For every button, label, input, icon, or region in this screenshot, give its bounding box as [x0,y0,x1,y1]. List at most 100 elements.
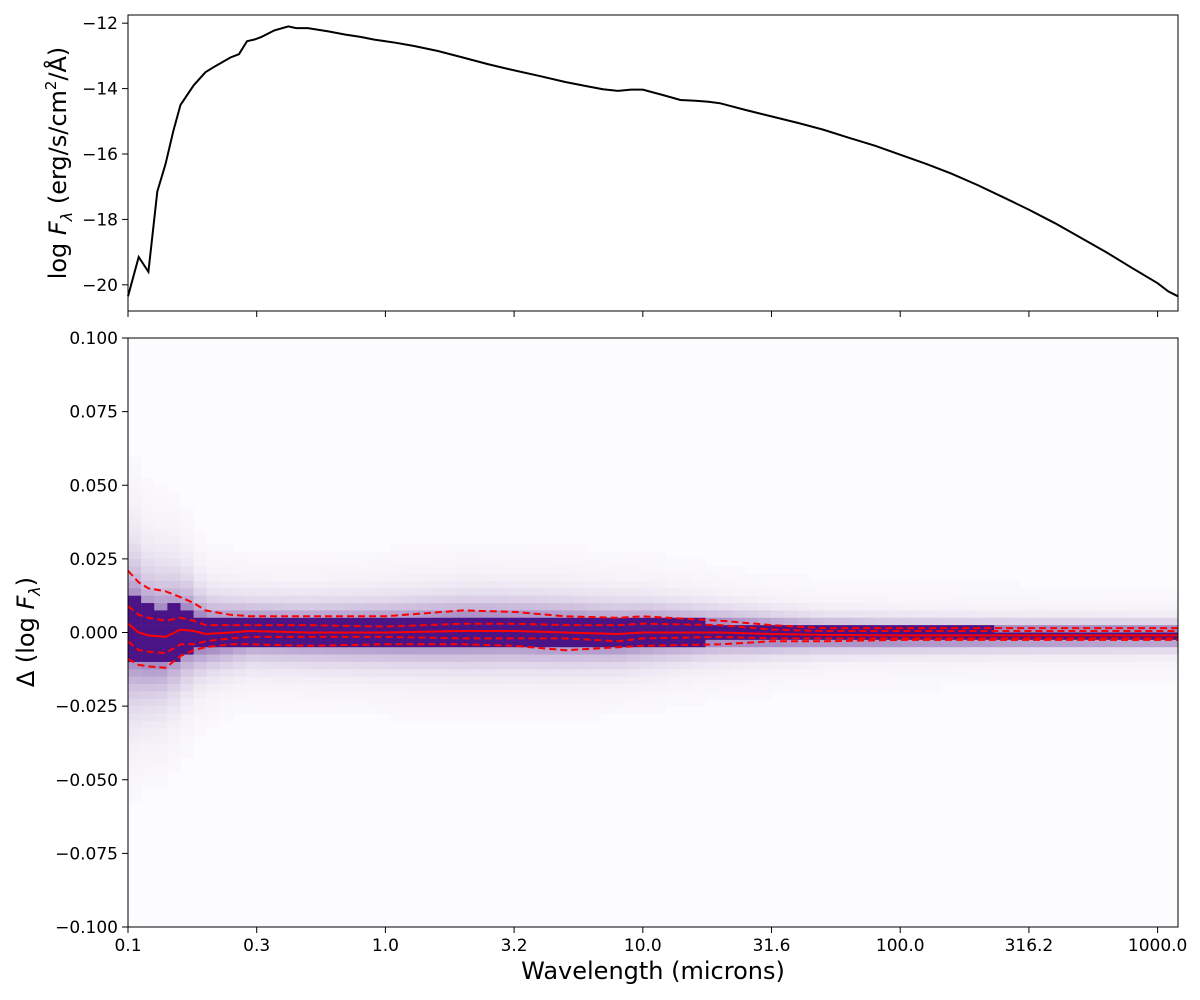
heatmap-cell [311,625,326,633]
heatmap-cell [994,661,1008,670]
heatmap-cell [797,647,811,655]
heatmap-cell [941,580,956,589]
heatmap-cell [351,654,365,663]
heatmap-cell [613,661,628,670]
heatmap-cell [429,654,444,663]
heatmap-cell [324,551,339,560]
heatmap-cell [600,639,614,648]
heatmap-cell [390,676,404,685]
heatmap-cell [167,684,181,692]
heatmap-cell [613,573,628,582]
heatmap-cell [1099,588,1113,596]
heatmap-cell [954,588,969,596]
heatmap-cell [246,625,260,633]
heatmap-cell [324,676,339,685]
heatmap-cell [495,625,509,633]
heatmap-cell [508,698,523,707]
heatmap-cell [889,669,903,677]
heatmap-cell [482,573,496,582]
heatmap-cell [705,625,719,633]
heatmap-cell [141,750,155,758]
heatmap-cell [521,632,536,641]
heatmap-cell [128,507,142,515]
heatmap-cell [863,669,877,677]
heatmap-cell [1151,603,1166,611]
heatmap-cell [338,669,352,677]
heatmap-cell [679,566,693,574]
heatmap-cell [219,544,234,552]
heatmap-cell [443,603,457,611]
heatmap-cell [246,632,260,641]
heatmap-cell [1007,603,1021,611]
heatmap-cell [167,551,181,560]
heatmap-cell [429,698,444,707]
heatmap-cell [600,698,614,707]
heatmap-cell [141,544,155,552]
heatmap-cell [219,566,234,574]
heatmap-cell [298,698,313,707]
heatmap-cell [1007,661,1021,670]
heatmap-cell [981,595,995,604]
heatmap-cell [443,632,457,641]
heatmap-cell [1086,676,1100,685]
heatmap-cell [626,669,641,677]
heatmap-cell [600,661,614,670]
heatmap-cell [167,617,181,626]
heatmap-cell [272,551,286,560]
heatmap-cell [613,558,628,567]
heatmap-cell [1046,661,1061,670]
heatmap-cell [836,684,851,692]
heatmap-cell [259,573,273,582]
heatmap-cell [758,654,772,663]
heatmap-cell [311,595,326,604]
heatmap-cell [141,529,155,538]
heatmap-cell [324,625,339,633]
heatmap-cell [1046,639,1061,648]
heatmap-cell [626,610,641,619]
heatmap-cell [823,661,838,670]
heatmap-cell [154,772,168,781]
heatmap-cell [167,566,181,574]
heatmap-cell [771,684,785,692]
heatmap-cell [206,580,221,589]
heatmap-cell [784,610,798,619]
heatmap-cell [705,610,719,619]
heatmap-cell [771,661,785,670]
residual-x-tick-label: 100.0 [876,936,925,956]
heatmap-cell [915,639,929,648]
heatmap-cell [154,507,168,515]
heatmap-cell [692,639,706,648]
heatmap-cell [416,654,431,663]
heatmap-cell [482,625,496,633]
heatmap-cell [692,691,706,700]
heatmap-cell [429,713,444,722]
heatmap-cell [311,647,326,655]
heatmap-cell [587,684,601,692]
heatmap-cell [390,698,404,707]
heatmap-cell [219,603,234,611]
heatmap-cell [534,573,549,582]
heatmap-cell [744,661,759,670]
heatmap-cell [167,647,181,655]
heatmap-cell [1086,647,1100,655]
heatmap-cell [324,661,339,670]
heatmap-cell [679,632,693,641]
heatmap-cell [443,676,457,685]
heatmap-cell [1020,661,1034,670]
heatmap-cell [653,603,667,611]
heatmap-cell [128,691,142,700]
heatmap-cell [823,647,838,655]
heatmap-cell [233,566,247,574]
heatmap-cell [902,684,916,692]
heatmap-cell [561,713,575,722]
heatmap-cell [219,684,234,692]
heatmap-cell [679,610,693,619]
heatmap-cell [193,536,208,545]
heatmap-cell [1151,639,1166,648]
heatmap-cell [219,595,234,604]
heatmap-cell [495,603,509,611]
heatmap-cell [731,684,746,692]
heatmap-cell [587,698,601,707]
heatmap-cell [443,684,457,692]
heatmap-cell [915,603,929,611]
